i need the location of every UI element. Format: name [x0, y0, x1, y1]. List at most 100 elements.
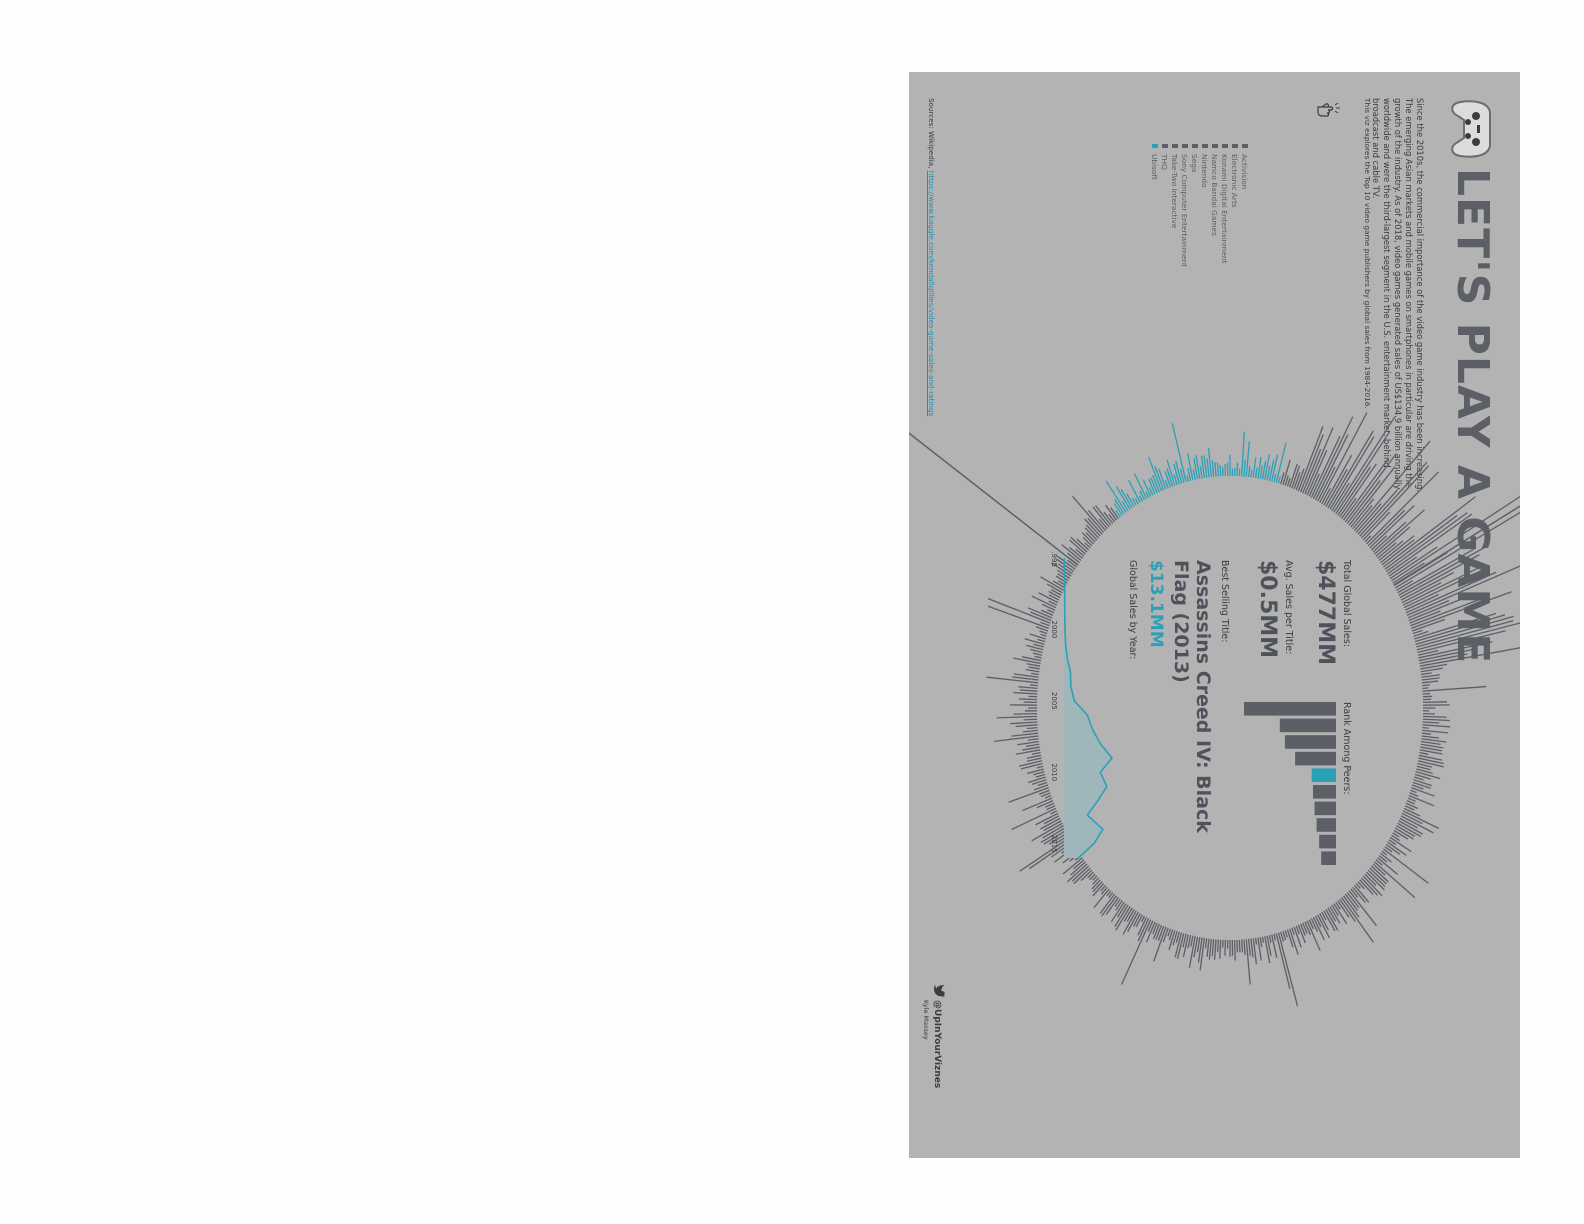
radial-bar	[994, 735, 1039, 742]
radial-bar	[1419, 751, 1429, 755]
radial-bar	[1257, 456, 1262, 479]
total-sales-value: $477MM	[1313, 560, 1338, 666]
legend-swatch	[1192, 144, 1198, 148]
radial-bar	[1018, 686, 1038, 690]
radial-bar	[1087, 517, 1103, 535]
radial-bar	[1085, 524, 1100, 539]
rank-bar[interactable]	[1279, 718, 1336, 733]
radial-bar	[1153, 926, 1167, 962]
radial-bar	[1418, 754, 1443, 761]
radial-bar	[1384, 515, 1458, 570]
legend-item[interactable]: Namco Bandai Games	[1210, 144, 1220, 267]
sales-by-year-chart: 1995 2000 2005 2010 2015	[1050, 552, 1114, 859]
legend-item[interactable]: Activision	[1240, 144, 1250, 267]
radial-bar	[1266, 465, 1271, 481]
radial-bar	[1300, 434, 1324, 493]
radial-bar	[1372, 863, 1386, 876]
radial-bar	[1304, 427, 1334, 495]
radial-bar	[1206, 458, 1210, 478]
radial-bar	[1247, 938, 1251, 956]
radial-bar	[1168, 929, 1174, 941]
best-title-sales: $13.1MM	[1146, 560, 1166, 648]
radial-bar	[1404, 594, 1439, 611]
radial-bar	[1302, 449, 1322, 494]
rank-bar[interactable]	[1321, 851, 1336, 865]
radial-bar	[1335, 901, 1341, 910]
radial-bar	[1419, 653, 1468, 665]
legend-item[interactable]: Electronic Arts	[1230, 144, 1240, 267]
radial-bar	[1400, 815, 1434, 834]
radial-bar	[1092, 875, 1098, 881]
radial-bar	[1282, 930, 1287, 941]
radial-bar	[1026, 768, 1044, 775]
radial-bar	[1399, 817, 1418, 829]
radial-bar	[1417, 760, 1444, 768]
radial-bar	[1321, 487, 1331, 505]
radial-bar	[1380, 535, 1415, 564]
radial-bar	[1257, 937, 1262, 961]
radial-bar	[1394, 827, 1414, 840]
radial-bar	[1321, 911, 1327, 921]
radial-bar	[1140, 915, 1146, 923]
radial-bar	[1412, 629, 1423, 635]
radial-bar	[1150, 477, 1158, 494]
radial-bar	[1175, 931, 1180, 943]
radial-bar	[1092, 506, 1110, 528]
radial-bar	[1382, 848, 1429, 884]
radial-bar	[1419, 646, 1520, 667]
radial-bar	[1277, 476, 1281, 484]
radial-bar	[1404, 805, 1415, 811]
radial-bar	[1308, 919, 1315, 930]
radial-bar	[1350, 888, 1359, 898]
twitter-bird-icon[interactable]	[933, 984, 945, 998]
radial-bar	[1084, 542, 1091, 549]
radial-bar	[1325, 909, 1339, 931]
rank-bar[interactable]	[1311, 768, 1336, 783]
rank-bar[interactable]	[1314, 801, 1336, 816]
radial-bar	[1387, 513, 1473, 575]
radial-bar	[1024, 638, 1045, 645]
legend-label: Sony Computer Entertainment	[1180, 154, 1190, 268]
radial-bar	[1399, 554, 1480, 599]
radial-bar	[1114, 904, 1129, 927]
radial-bar	[1013, 712, 1038, 715]
rank-bar[interactable]	[1295, 751, 1336, 766]
radial-bar	[1403, 569, 1483, 609]
radial-bar	[1069, 539, 1086, 555]
radial-bar	[1131, 497, 1137, 506]
legend-item-selected[interactable]: Ubisoft	[1150, 144, 1160, 267]
legend-item[interactable]: Nintendo	[1200, 144, 1210, 267]
twitter-handle[interactable]: @UpInYourViznes	[932, 1000, 942, 1089]
radial-bar	[1070, 536, 1088, 553]
sources-label: Sources: Wikipedia,	[927, 98, 936, 169]
sources-link[interactable]: https://www.kaggle.com/kendallgillies/vi…	[927, 170, 936, 417]
rank-bar[interactable]	[1284, 735, 1336, 749]
radial-bar	[1015, 749, 1041, 755]
legend-item[interactable]: Sega	[1190, 144, 1200, 267]
rank-bar[interactable]	[1319, 834, 1336, 849]
radial-bar	[1344, 453, 1397, 523]
legend-item[interactable]: Konami Digital Entertainment	[1220, 144, 1230, 267]
radial-bar	[1389, 546, 1438, 580]
radial-bar	[1145, 491, 1150, 498]
radial-bar	[1019, 689, 1038, 692]
radial-bar	[1070, 861, 1086, 876]
radial-bar	[1167, 928, 1171, 937]
radial-bar	[1382, 496, 1476, 568]
legend-item[interactable]: Sony Computer Entertainment	[1180, 144, 1190, 267]
radial-bar	[1297, 426, 1324, 492]
radial-bar	[1295, 925, 1300, 935]
radial-bar	[1417, 630, 1506, 654]
legend-item[interactable]: Take-Two Interactive	[1170, 144, 1180, 267]
radial-bar	[1254, 937, 1258, 945]
radial-bar	[1353, 884, 1370, 903]
legend-item[interactable]: THQ	[1160, 144, 1170, 267]
radial-bar	[1069, 546, 1083, 559]
rank-bar[interactable]	[1316, 818, 1336, 832]
radial-bar	[1100, 886, 1108, 895]
radial-bar	[1013, 673, 1039, 678]
rank-bar[interactable]	[1313, 785, 1336, 799]
year-tick-label: 2015	[1050, 835, 1058, 853]
radial-bar	[1366, 871, 1385, 891]
rank-bar[interactable]	[1244, 702, 1336, 716]
